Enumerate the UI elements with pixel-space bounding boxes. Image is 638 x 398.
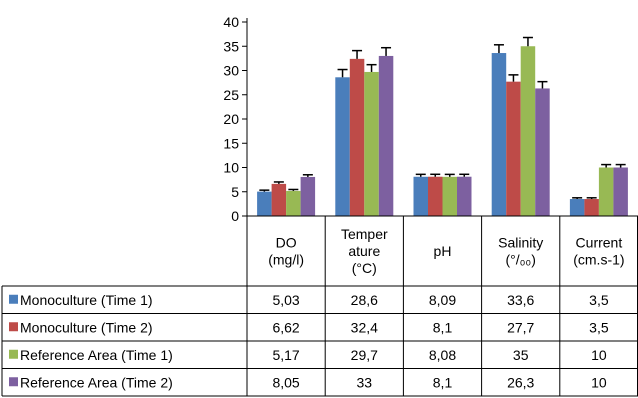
x-category-label: (cm.s-1) xyxy=(573,252,624,268)
x-category-label: Temper xyxy=(341,226,388,242)
y-tick-label: 30 xyxy=(223,63,239,79)
bar xyxy=(335,77,350,216)
bar xyxy=(492,53,507,216)
x-category-label: Salinity xyxy=(498,235,543,251)
data-label: 8,1 xyxy=(433,319,453,335)
data-label: 27,7 xyxy=(507,319,534,335)
legend-swatch xyxy=(9,322,18,331)
data-label: 26,3 xyxy=(507,374,534,390)
legend-label: Reference Area (Time 2) xyxy=(20,374,173,390)
data-label: 6,62 xyxy=(272,319,299,335)
bar xyxy=(521,46,536,216)
x-category-label: (°C) xyxy=(352,260,377,276)
data-label: 33 xyxy=(357,374,373,390)
bar xyxy=(379,56,394,216)
bar xyxy=(350,59,365,216)
data-label: 10 xyxy=(591,374,607,390)
y-tick-label: 35 xyxy=(223,38,239,54)
data-label: 8,08 xyxy=(429,347,456,363)
bar xyxy=(364,72,379,216)
bar xyxy=(414,177,429,216)
y-tick-label: 5 xyxy=(231,184,239,200)
data-label: 35 xyxy=(513,347,529,363)
y-tick-label: 20 xyxy=(223,111,239,127)
x-category-label: ature xyxy=(348,243,380,259)
y-tick-label: 40 xyxy=(223,14,239,30)
legend-label: Monoculture (Time 2) xyxy=(20,319,153,335)
bar xyxy=(584,199,599,216)
data-label: 10 xyxy=(591,347,607,363)
bar xyxy=(301,177,316,216)
x-category-label: (°/₀₀) xyxy=(505,252,535,268)
legend-swatch xyxy=(9,295,18,304)
data-label: 3,5 xyxy=(589,292,609,308)
bar xyxy=(257,192,272,216)
y-tick-label: 0 xyxy=(231,208,239,224)
legend-label: Reference Area (Time 1) xyxy=(20,347,173,363)
bar xyxy=(570,199,585,216)
legend-swatch xyxy=(9,350,18,359)
legend-label: Monoculture (Time 1) xyxy=(20,292,153,308)
bar xyxy=(443,177,458,216)
data-label: 8,09 xyxy=(429,292,456,308)
y-tick-label: 15 xyxy=(223,135,239,151)
data-label: 8,05 xyxy=(272,374,299,390)
data-label: 5,03 xyxy=(272,292,299,308)
x-category-label: Current xyxy=(576,235,623,251)
data-label: 29,7 xyxy=(351,347,378,363)
bar xyxy=(506,82,521,216)
x-category-label: (mg/l) xyxy=(268,252,304,268)
data-label: 3,5 xyxy=(589,319,609,335)
bar xyxy=(613,168,628,217)
bar xyxy=(286,191,301,216)
data-label: 32,4 xyxy=(351,319,378,335)
data-label: 5,17 xyxy=(272,347,299,363)
bar xyxy=(428,177,443,216)
y-tick-label: 10 xyxy=(223,160,239,176)
data-label: 28,6 xyxy=(351,292,378,308)
x-category-label: DO xyxy=(276,235,297,251)
bar xyxy=(535,88,550,216)
y-tick-label: 25 xyxy=(223,87,239,103)
x-category-label: pH xyxy=(434,243,452,259)
data-label: 8,1 xyxy=(433,374,453,390)
bar xyxy=(599,168,614,217)
legend-swatch xyxy=(9,377,18,386)
bar xyxy=(272,184,287,216)
data-label: 33,6 xyxy=(507,292,534,308)
bar xyxy=(457,177,472,216)
